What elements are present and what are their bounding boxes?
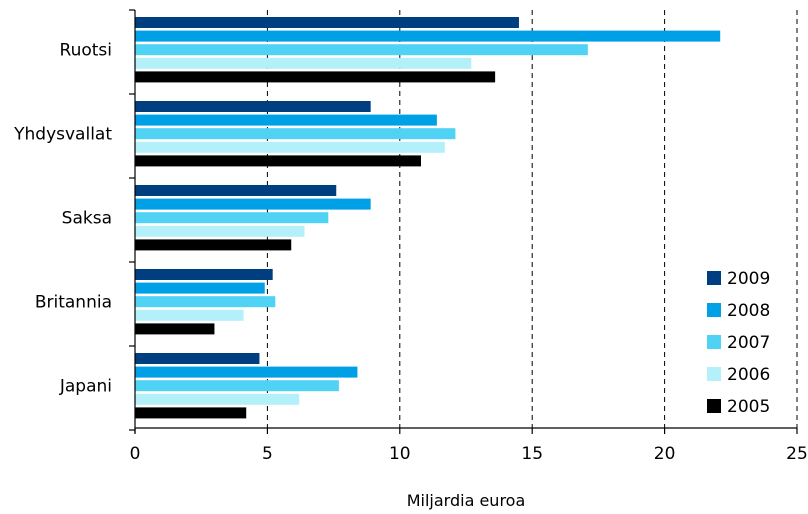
axes bbox=[129, 9, 798, 434]
bar bbox=[135, 309, 244, 321]
category-label: Yhdysvallat bbox=[13, 125, 112, 145]
bars bbox=[135, 17, 721, 419]
bar bbox=[135, 269, 273, 280]
bar bbox=[135, 198, 371, 210]
bar bbox=[135, 407, 247, 419]
category-labels: Ruotsi Yhdysvallat Saksa Britannia Japani bbox=[13, 41, 112, 397]
legend-swatch bbox=[707, 367, 721, 381]
legend-swatch bbox=[707, 335, 721, 349]
legend-label: 2009 bbox=[727, 269, 770, 289]
bar bbox=[135, 323, 215, 335]
category-label: Britannia bbox=[35, 293, 112, 313]
bar bbox=[135, 30, 721, 42]
x-tick-label: 15 bbox=[521, 444, 543, 464]
bar bbox=[135, 114, 437, 126]
legend-swatch bbox=[707, 399, 721, 413]
category-label: Japani bbox=[59, 377, 112, 397]
x-tick-label: 0 bbox=[130, 444, 141, 464]
bar bbox=[135, 212, 329, 224]
x-tick-label: 20 bbox=[654, 444, 676, 464]
legend-swatch bbox=[707, 303, 721, 317]
tick-labels: 0 5 10 15 20 25 bbox=[130, 444, 808, 464]
bar bbox=[135, 366, 358, 378]
x-tick-label: 10 bbox=[389, 444, 411, 464]
bar bbox=[135, 155, 421, 167]
legend-swatch bbox=[707, 271, 721, 285]
legend-label: 2008 bbox=[727, 301, 770, 321]
legend: 2009 2008 2007 2006 2005 bbox=[707, 269, 770, 417]
x-tick-label: 5 bbox=[262, 444, 273, 464]
bar bbox=[135, 393, 300, 405]
bar bbox=[135, 71, 496, 83]
bar bbox=[135, 57, 472, 69]
bar bbox=[135, 239, 292, 251]
bar bbox=[135, 44, 588, 56]
bar bbox=[135, 225, 305, 237]
bar bbox=[135, 17, 519, 28]
x-axis-title: Miljardia euroa bbox=[407, 491, 526, 510]
bar bbox=[135, 141, 445, 153]
legend-label: 2005 bbox=[727, 397, 770, 417]
bar bbox=[135, 101, 371, 112]
legend-label: 2007 bbox=[727, 333, 770, 353]
bar bbox=[135, 128, 456, 140]
bar bbox=[135, 380, 339, 392]
category-label: Saksa bbox=[62, 209, 112, 229]
x-tick-label: 25 bbox=[786, 444, 808, 464]
category-label: Ruotsi bbox=[60, 41, 112, 61]
bar bbox=[135, 296, 276, 308]
legend-label: 2006 bbox=[727, 365, 770, 385]
bar bbox=[135, 353, 260, 364]
bar bbox=[135, 282, 265, 294]
bar bbox=[135, 185, 337, 196]
